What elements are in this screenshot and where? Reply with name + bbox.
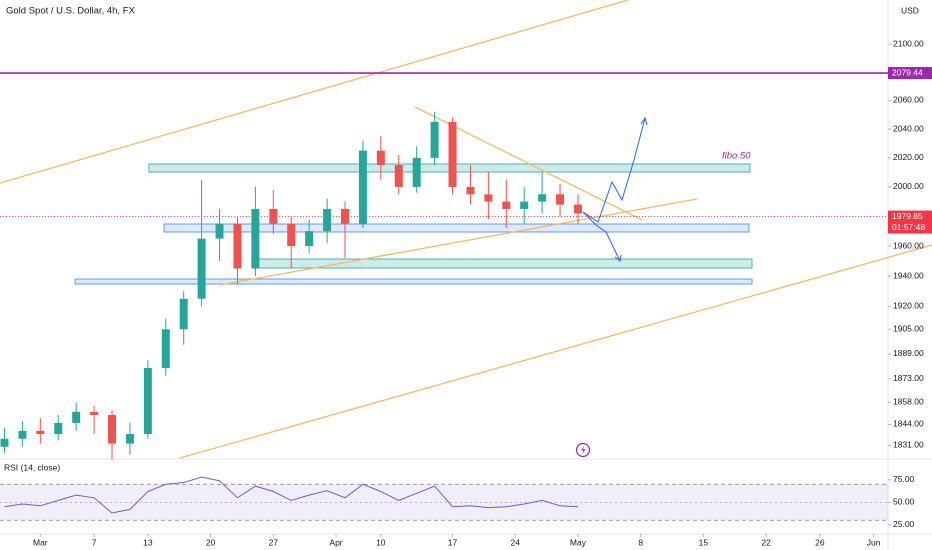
candle-body	[197, 238, 206, 299]
x-tick-label: Mar	[33, 537, 48, 547]
candle-body	[108, 414, 117, 444]
x-tick-label: 20	[206, 537, 216, 547]
candle-body	[305, 231, 314, 247]
event-icon-bolt	[581, 445, 586, 455]
rsi-tick-label: 50.00	[893, 496, 915, 506]
x-tick-label: May	[570, 537, 587, 547]
x-tick-label: 10	[376, 537, 386, 547]
rsi-title: RSI (14, close)	[4, 462, 60, 472]
y-tick-label: 2020.00	[893, 152, 924, 162]
candle-body	[340, 208, 349, 224]
x-tick-label: 13	[143, 537, 153, 547]
y-tick-label: 2000.00	[893, 181, 924, 191]
channel-line	[0, 0, 629, 184]
zone	[163, 223, 750, 233]
candle-body	[394, 165, 403, 187]
candle-body	[233, 223, 242, 269]
rsi-tick-label: 25.00	[893, 519, 915, 529]
arrow-head	[614, 254, 622, 262]
candle-body	[287, 223, 296, 247]
zone	[74, 278, 753, 285]
candle-body	[18, 430, 27, 439]
candle-body	[502, 201, 511, 209]
candle-body	[72, 411, 81, 423]
candle-body	[556, 194, 565, 205]
chart-title: Gold Spot / U.S. Dollar, 4h, FX	[6, 6, 135, 17]
zone	[255, 258, 753, 269]
x-tick-label: 27	[269, 537, 279, 547]
projection-arrow	[582, 211, 621, 262]
y-tick-label: 2100.00	[893, 38, 924, 48]
last-price-label: 1979.85	[892, 211, 923, 221]
candle-body	[215, 223, 224, 239]
y-tick-label: 1889.00	[893, 348, 924, 358]
candle-body	[54, 422, 63, 435]
y-tick-label: 1831.00	[893, 439, 924, 449]
x-tick-label: 7	[92, 537, 97, 547]
candle-body	[538, 194, 547, 202]
y-tick-label: 1844.00	[893, 419, 924, 429]
candle-body	[376, 150, 385, 166]
price-line-label-bg	[888, 67, 932, 80]
x-tick-label: 8	[638, 537, 643, 547]
candle-body	[36, 430, 45, 435]
candle-body	[90, 411, 99, 415]
candle-body	[573, 204, 582, 214]
rsi-band	[0, 484, 888, 521]
candle-body	[179, 298, 188, 330]
candle-body	[323, 208, 332, 232]
candle-body	[251, 208, 260, 269]
y-tick-label: 1920.00	[893, 301, 924, 311]
y-tick-label: 2040.00	[893, 123, 924, 133]
candle-body	[269, 208, 278, 224]
rsi-line	[4, 476, 579, 514]
x-tick-label: Apr	[329, 537, 342, 547]
x-tick-label: Jun	[867, 537, 881, 547]
y-tick-label: 2060.00	[893, 95, 924, 105]
candle-body	[448, 121, 457, 187]
arrow-head	[640, 116, 648, 126]
candle-body	[520, 201, 529, 209]
candle-body	[466, 186, 475, 195]
x-tick-label: 17	[448, 537, 458, 547]
candle-body	[0, 438, 9, 447]
x-tick-label: 15	[699, 537, 709, 547]
candle-body	[143, 367, 152, 435]
candle-body	[412, 157, 421, 187]
x-tick-label: 26	[815, 537, 825, 547]
rsi-tick-label: 75.00	[893, 474, 915, 484]
annotation: fibo 50	[722, 151, 751, 162]
x-tick-label: 24	[511, 537, 521, 547]
price-line-label: 2079.44	[892, 67, 923, 77]
candle-body	[125, 434, 134, 444]
candle-body	[430, 121, 439, 158]
countdown-label: 01:57:48	[892, 222, 925, 232]
projection-arrow	[582, 117, 646, 223]
candle-body	[161, 329, 170, 368]
candle-body	[358, 150, 367, 224]
currency-label: USD	[901, 5, 919, 15]
y-tick-label: 1960.00	[893, 240, 924, 250]
last-price-label-bg	[888, 210, 932, 234]
channel-line	[179, 244, 932, 459]
x-tick-label: 22	[761, 537, 771, 547]
y-tick-label: 1858.00	[893, 397, 924, 407]
drawings	[0, 0, 932, 459]
candle-body	[484, 194, 493, 202]
y-tick-label: 1940.00	[893, 270, 924, 280]
y-tick-label: 1873.00	[893, 373, 924, 383]
trend-line	[219, 198, 698, 286]
y-tick-label: 1905.00	[893, 324, 924, 334]
